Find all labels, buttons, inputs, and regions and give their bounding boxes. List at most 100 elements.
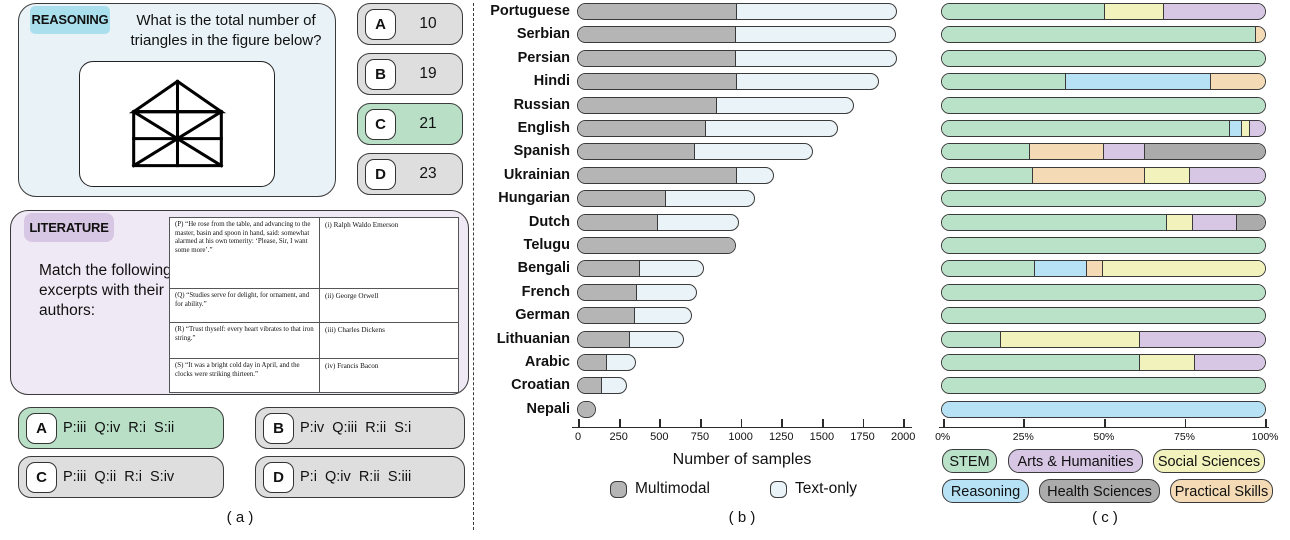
axis-tick xyxy=(578,419,580,427)
axis-tick-label: 0% xyxy=(935,431,951,443)
samples-bar-persian xyxy=(577,49,898,67)
axis-tick-label: 1250 xyxy=(769,431,794,443)
language-label: Arabic xyxy=(524,354,570,370)
excerpt-cell: (S) “It was a bright cold day in April, … xyxy=(170,359,320,393)
samples-bar-serbian xyxy=(577,26,896,44)
practical-skills-legend-pill: Practical Skills xyxy=(1170,479,1273,503)
option-letter-chip: B xyxy=(365,59,396,90)
multimodal-segment xyxy=(578,74,737,90)
multimodal-segment xyxy=(578,121,707,136)
language-label: English xyxy=(517,120,570,136)
category-distribution-chart: 0% 25% 50% 75% 100% STEM Arts & Humanities S… xyxy=(920,0,1290,540)
language-label: Hindi xyxy=(533,73,570,90)
samples-bar-german xyxy=(577,307,692,325)
category-bar-portuguese xyxy=(941,3,1266,20)
option-letter-chip: C xyxy=(365,109,396,140)
practical-skills-segment xyxy=(1255,27,1265,43)
multimodal-segment xyxy=(578,4,737,19)
multimodal-segment xyxy=(578,331,631,347)
multimodal-segment xyxy=(578,378,603,394)
category-bar-arabic xyxy=(941,354,1266,371)
axis-tick xyxy=(942,419,945,427)
samples-bar-portuguese xyxy=(577,3,897,20)
axis-tick xyxy=(618,419,621,427)
category-bar-french xyxy=(941,283,1266,301)
social-sciences-segment xyxy=(1103,4,1164,19)
samples-bar-telugu xyxy=(577,237,737,254)
stem-segment xyxy=(942,50,1265,66)
reasoning-segment xyxy=(1229,121,1241,136)
multimodal-segment xyxy=(578,238,736,253)
reasoning-option-c-correct[interactable]: C 21 xyxy=(357,103,463,145)
axis-tick-label: 750 xyxy=(690,431,710,443)
reasoning-option-d[interactable]: D 23 xyxy=(357,153,463,195)
practical-skills-segment xyxy=(1210,74,1265,90)
reasoning-option-a[interactable]: A 10 xyxy=(357,3,463,45)
excerpt-cell: (P) “He rose from the table, and advanci… xyxy=(170,218,320,288)
x-axis xyxy=(572,427,912,428)
samples-bar-ukrainian xyxy=(577,166,774,184)
language-label: Dutch xyxy=(528,213,570,230)
option-letter-chip: D xyxy=(263,462,294,493)
language-label: Russian xyxy=(513,96,570,113)
stem-segment xyxy=(942,284,1265,300)
axis-tick xyxy=(903,419,906,427)
multimodal-legend-swatch xyxy=(610,481,627,498)
language-label: Croatian xyxy=(511,377,570,394)
stem-segment xyxy=(942,27,1256,43)
samples-bar-russian xyxy=(577,96,855,114)
option-value: P:iii Q:ii R:i S:iv xyxy=(63,469,175,485)
stem-segment xyxy=(942,167,1033,183)
arts-humanities-segment xyxy=(1103,144,1144,160)
option-value: 21 xyxy=(419,115,437,132)
stem-segment xyxy=(942,144,1030,160)
stem-segment xyxy=(942,191,1265,207)
reasoning-option-b[interactable]: B 19 xyxy=(357,53,463,95)
literature-option-d[interactable]: D P:i Q:iv R:ii S:iii xyxy=(255,456,465,498)
multimodal-segment xyxy=(578,97,718,113)
literature-option-a-correct[interactable]: A P:iii Q:iv R:i S:ii xyxy=(18,407,224,449)
practical-skills-segment xyxy=(1029,144,1104,160)
multimodal-segment xyxy=(578,167,737,183)
axis-tick-label: 1000 xyxy=(728,431,753,443)
practical-skills-segment xyxy=(1085,261,1102,277)
axis-tick-label: 0 xyxy=(574,431,582,443)
multimodal-segment xyxy=(578,284,638,300)
category-bar-spanish xyxy=(941,143,1266,161)
excerpt-cell: (R) “Trust thyself: every heart vibrates… xyxy=(170,323,320,358)
axis-tick-label: 1500 xyxy=(809,431,835,443)
social-sciences-legend-pill: Social Sciences xyxy=(1153,449,1265,473)
literature-option-b[interactable]: B P:iv Q:iii R:ii S:i xyxy=(255,407,465,449)
health-sciences-segment xyxy=(1235,214,1265,230)
table-row: (P) “He rose from the table, and advanci… xyxy=(170,218,458,289)
panel-c-label: ( c ) xyxy=(1092,509,1118,526)
samples-bar-spanish xyxy=(577,143,813,161)
author-cell: (iii) Charles Dickens xyxy=(325,326,385,334)
arts-humanities-segment xyxy=(1139,331,1265,347)
social-sciences-segment xyxy=(1000,331,1139,347)
x-axis xyxy=(939,427,1269,428)
x-axis-title: Number of samples xyxy=(672,451,812,468)
literature-option-c[interactable]: C P:iii Q:ii R:i S:iv xyxy=(18,456,224,498)
reasoning-tag: REASONING xyxy=(30,6,110,34)
multimodal-segment xyxy=(578,191,666,207)
multimodal-segment xyxy=(578,50,736,66)
language-label: Persian xyxy=(517,49,570,66)
arts-humanities-segment xyxy=(1193,355,1265,370)
axis-tick-label: 50% xyxy=(1093,431,1115,443)
samples-bar-english xyxy=(577,120,839,137)
text-only-legend-label: Text-only xyxy=(795,480,858,497)
language-label: Portuguese xyxy=(490,3,570,19)
axis-tick xyxy=(862,419,865,427)
question-line-1: What is the total number of xyxy=(136,12,316,29)
language-label: German xyxy=(515,307,570,324)
samples-bar-lithuanian xyxy=(577,330,685,348)
samples-bar-hungarian xyxy=(577,190,756,208)
stem-segment xyxy=(942,331,1001,347)
stem-segment xyxy=(942,378,1265,394)
stem-segment xyxy=(942,238,1265,253)
multimodal-segment xyxy=(578,214,658,230)
axis-tick-label: 500 xyxy=(650,431,669,443)
axis-tick xyxy=(781,419,784,427)
category-bar-hungarian xyxy=(941,190,1266,208)
